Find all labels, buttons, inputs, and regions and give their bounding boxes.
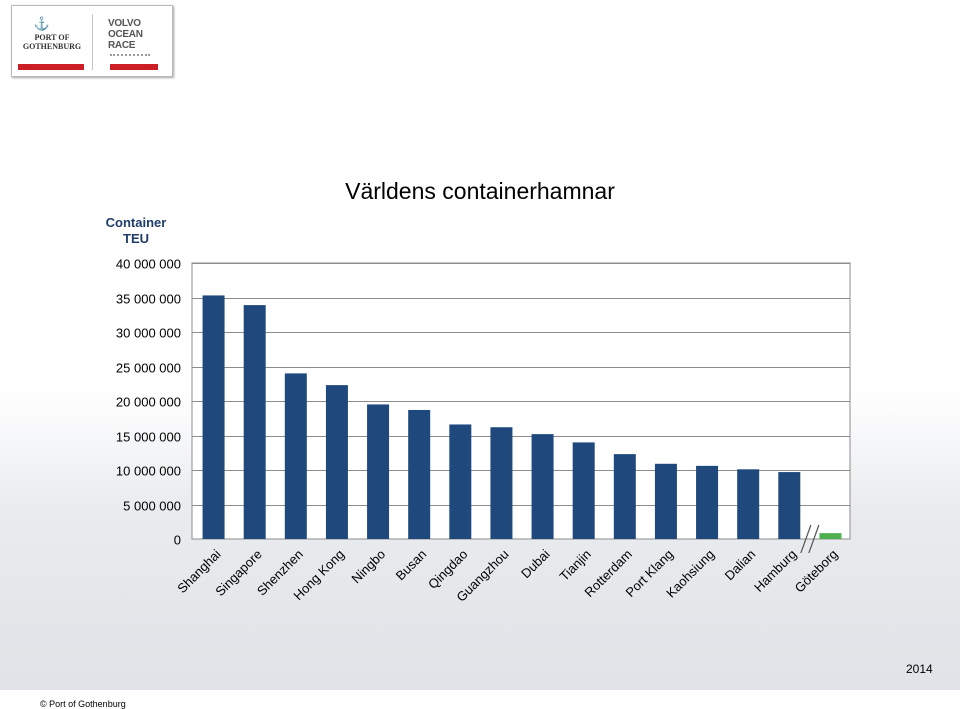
x-tick-label: Ningbo [348,547,388,587]
bar-busan [408,409,431,539]
y-tick-label: 40 000 000 [116,257,181,272]
bar-dubai [531,434,554,539]
bar-shanghai [202,295,225,539]
bar-tianjin [572,442,595,539]
bar-ningbo [367,404,390,539]
bar-qingdao [449,424,472,539]
footer-bar [0,690,960,709]
logo-dots [110,54,150,61]
y-tick-label: 20 000 000 [116,395,181,410]
volvo-ocean-race-logo-text: VOLVO OCEAN RACE [108,18,143,51]
x-tick-label: Hamburg [751,547,799,595]
axis-break-line-2 [808,524,820,554]
copyright-icon: © [40,699,47,709]
logo-divider [92,14,93,70]
y-tick-label: 25 000 000 [116,361,181,376]
y-tick-label: 15 000 000 [116,430,181,445]
bar-hamburg [778,472,801,539]
year-label: 2014 [906,662,933,676]
bar-dalian [737,469,760,539]
y-tick-label: 0 [174,533,181,548]
chart-title: Världens containerhamnar [345,178,615,204]
bar-rotterdam [613,454,636,539]
bar-guangzhou [490,427,513,539]
bar-port-klang [654,463,677,539]
x-tick-label: Busan [393,547,430,584]
bar-göteborg [819,533,842,539]
x-tick-label: Göteborg [792,547,841,596]
x-tick-label: Dalian [722,547,759,584]
x-tick-label: Dubai [518,546,553,581]
footer-label: Port of Gothenburg [49,699,126,709]
axis-break-line-1 [800,524,812,554]
y-tick-label: 5 000 000 [123,499,181,514]
y-axis-title: Container TEU [105,215,167,246]
y-tick-label: 10 000 000 [116,464,181,479]
x-tick-label: Tianjin [556,547,593,584]
bar-singapore [243,305,266,539]
footer-text: © Port of Gothenburg [40,699,126,709]
bar-kaohsiung [696,465,719,539]
bar-shenzhen [284,373,307,539]
y-tick-label: 35 000 000 [116,292,181,307]
bar-hong-kong [325,385,348,539]
port-of-gothenburg-emblem-icon: ⚓ [33,16,51,31]
port-of-gothenburg-volvo-ocean-race-logo: ⚓ PORT OF GOTHENBURG VOLVO OCEAN RACE [11,5,173,77]
y-tick-label: 30 000 000 [116,326,181,341]
port-of-gothenburg-logo-text: PORT OF GOTHENBURG [22,33,82,51]
logo-red-bar-right [110,64,158,70]
logo-red-bar-left [18,64,84,70]
